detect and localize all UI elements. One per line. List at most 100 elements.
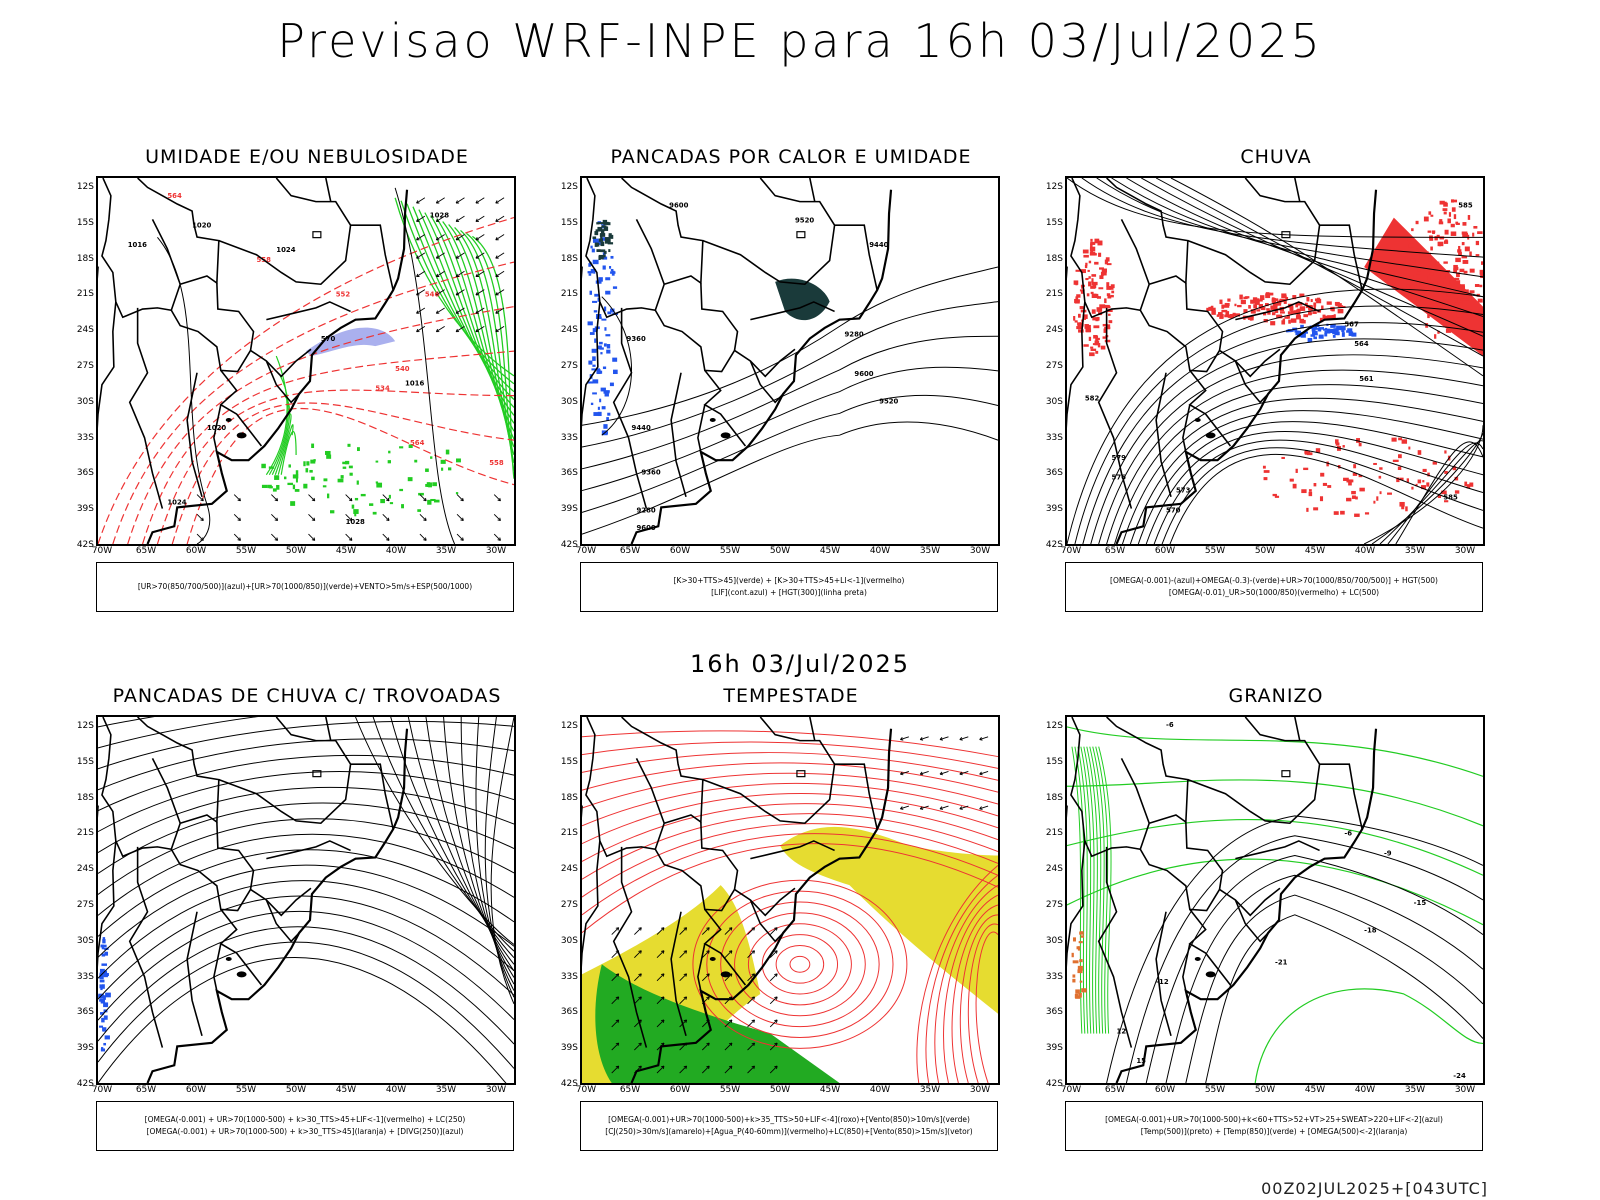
lon-tick-label: 30W xyxy=(1454,546,1476,556)
contour-label: 564 xyxy=(1354,340,1369,348)
lat-tick-label: 36S xyxy=(1045,468,1063,479)
caption-line: [Temp(500)](preto) + [Temp(850)](verde) … xyxy=(1140,1127,1408,1136)
lon-tick-label: 70W xyxy=(1060,546,1082,556)
panel-legend-caption: [OMEGA(-0.001)+UR>70(1000-500)+k<60+TTS>… xyxy=(1065,1101,1483,1151)
lat-tick-label: 36S xyxy=(76,1007,94,1018)
lat-tick-label: 18S xyxy=(560,253,578,264)
lat-tick-label: 15S xyxy=(560,756,578,767)
lat-tick-label: 27S xyxy=(1045,899,1063,910)
lat-tick-label: 21S xyxy=(1045,828,1063,839)
contour-label: -6 xyxy=(1344,830,1352,838)
contour-label: 534 xyxy=(375,385,390,393)
lat-tick-label: 24S xyxy=(560,864,578,875)
shaded-area xyxy=(261,443,461,517)
contour-label: 9600 xyxy=(669,202,688,210)
contour-label: 9360 xyxy=(641,469,660,477)
lat-tick-label: 30S xyxy=(1045,935,1063,946)
longitude-axis: 70W 65W 60W 55W 50W 45W 40W 35W 30W xyxy=(92,1085,516,1099)
contour-label: 9280 xyxy=(844,330,863,338)
contour-label: 576 xyxy=(1112,474,1127,482)
lon-tick-label: 45W xyxy=(819,1085,841,1095)
lat-tick-label: 30S xyxy=(560,935,578,946)
lat-tick-label: 15S xyxy=(1045,756,1063,767)
lat-tick-label: 12S xyxy=(560,720,578,731)
lon-tick-label: 55W xyxy=(719,546,741,556)
map-canvas: -6 -9 -12 -15 -18 -21 -24 12 15 -6 xyxy=(1067,717,1483,1083)
lat-tick-label: 33S xyxy=(1045,971,1063,982)
latitude-axis: 12S 15S 18S 21S 24S 27S 30S 33S 36S 39S 42S xyxy=(1031,715,1065,1089)
contour-label: 9280 xyxy=(636,506,655,514)
map-borders xyxy=(582,717,893,1083)
contour-label: 564 xyxy=(410,439,425,447)
lon-tick-label: 45W xyxy=(335,1085,357,1095)
lat-tick-label: 39S xyxy=(560,504,578,515)
contour-label: 579 xyxy=(1112,454,1127,462)
lon-tick-label: 45W xyxy=(1304,1085,1326,1095)
lat-tick-label: 18S xyxy=(76,792,94,803)
caption-line: [OMEGA(-0.001) + UR>70(1000-500) + k>30_… xyxy=(146,1127,464,1136)
lon-tick-label: 50W xyxy=(1254,1085,1276,1095)
lat-tick-label: 24S xyxy=(560,325,578,336)
lon-tick-label: 50W xyxy=(1254,546,1276,556)
lon-tick-label: 70W xyxy=(575,1085,597,1095)
lat-tick-label: 12S xyxy=(1045,181,1063,192)
lon-tick-label: 70W xyxy=(1060,1085,1082,1095)
lon-tick-label: 55W xyxy=(719,1085,741,1095)
lon-tick-label: 70W xyxy=(575,546,597,556)
contour-label: 558 xyxy=(489,459,504,467)
lat-tick-label: 12S xyxy=(76,181,94,192)
lon-tick-label: 70W xyxy=(91,1085,113,1095)
lat-tick-label: 21S xyxy=(1045,289,1063,300)
caption-line: [OMEGA(-0.001)+UR>70(1000-500)+k<60+TTS>… xyxy=(1105,1115,1443,1124)
latitude-axis: 12S 15S 18S 21S 24S 27S 30S 33S 36S 39S 42S xyxy=(546,715,580,1089)
latitude-axis: 12S 15S 18S 21S 24S 27S 30S 33S 36S 39S 42S xyxy=(1031,176,1065,550)
latitude-axis: 12S 15S 18S 21S 24S 27S 30S 33S 36S 39S 42S xyxy=(62,715,96,1089)
lat-tick-label: 18S xyxy=(560,792,578,803)
contour-label: -9 xyxy=(1384,849,1392,857)
lat-tick-label: 27S xyxy=(1045,360,1063,371)
lat-tick-label: 33S xyxy=(560,971,578,982)
lon-tick-label: 60W xyxy=(1154,546,1176,556)
lat-tick-label: 12S xyxy=(560,181,578,192)
lat-tick-label: 42S xyxy=(1045,1079,1063,1089)
lon-tick-label: 70W xyxy=(91,546,113,556)
lon-tick-label: 40W xyxy=(1354,546,1376,556)
contour-label: 585 xyxy=(1443,493,1458,501)
lon-tick-label: 65W xyxy=(135,546,157,556)
lat-tick-label: 27S xyxy=(560,360,578,371)
contour-label: 564 xyxy=(167,192,182,200)
lon-tick-label: 65W xyxy=(135,1085,157,1095)
wind-vectors xyxy=(900,736,989,810)
caption-line: [OMEGA(-0.01)_UR>50(1000/850)(vermelho) … xyxy=(1168,588,1380,597)
lon-tick-label: 60W xyxy=(669,1085,691,1095)
lat-tick-label: 15S xyxy=(1045,217,1063,228)
map-canvas: 585582579576573570567564561585582 xyxy=(1067,178,1483,544)
shaded-area xyxy=(98,937,111,1052)
contour-label: 540 xyxy=(395,365,410,373)
lon-tick-label: 55W xyxy=(1204,1085,1226,1095)
lat-tick-label: 27S xyxy=(76,899,94,910)
contour-label: 1024 xyxy=(276,246,295,254)
run-info-footer: 00Z02JUL2025+[043UTC] xyxy=(1261,1179,1488,1198)
contour-label: -24 xyxy=(1453,1072,1466,1080)
lat-tick-label: 27S xyxy=(560,899,578,910)
contour-label: 15 xyxy=(1136,1057,1146,1065)
lat-tick-label: 30S xyxy=(560,396,578,407)
contour-label: 573 xyxy=(1176,487,1191,495)
lat-tick-label: 21S xyxy=(76,289,94,300)
temp500-contours xyxy=(1106,815,1483,1083)
main-title: Previsao WRF-INPE para 16h 03/Jul/2025 xyxy=(277,14,1323,68)
panel-title: PANCADAS POR CALOR E UMIDADE xyxy=(610,146,972,168)
lat-tick-label: 39S xyxy=(76,1043,94,1054)
caption-line: [OMEGA(-0.001)-(azul)+OMEGA(-0.3)-(verde… xyxy=(1110,576,1438,585)
lat-tick-label: 42S xyxy=(560,1079,578,1089)
longitude-axis: 70W 65W 60W 55W 50W 45W 40W 35W 30W xyxy=(576,1085,1000,1099)
contour-label: -6 xyxy=(1166,721,1174,729)
lat-tick-label: 30S xyxy=(1045,396,1063,407)
lon-tick-label: 30W xyxy=(485,546,507,556)
contour-label: 1020 xyxy=(192,221,211,229)
contour-label: 585 xyxy=(1458,202,1473,210)
contour-label: 12 xyxy=(1117,1028,1127,1036)
lat-tick-label: 18S xyxy=(1045,253,1063,264)
longitude-axis: 70W 65W 60W 55W 50W 45W 40W 35W 30W xyxy=(1061,546,1485,560)
